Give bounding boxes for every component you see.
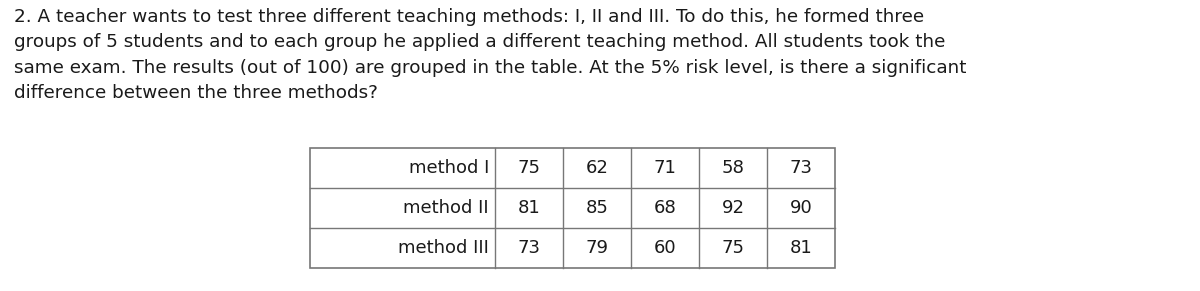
Text: 81: 81 [517, 199, 540, 217]
Text: 90: 90 [790, 199, 812, 217]
Text: 60: 60 [654, 239, 677, 257]
Text: 75: 75 [721, 239, 744, 257]
Text: method I: method I [409, 159, 490, 177]
Text: 71: 71 [654, 159, 677, 177]
Text: method III: method III [398, 239, 490, 257]
Text: 73: 73 [517, 239, 540, 257]
Text: 85: 85 [586, 199, 608, 217]
Text: 2. A teacher wants to test three different teaching methods: I, II and III. To d: 2. A teacher wants to test three differe… [14, 8, 966, 102]
Text: 75: 75 [517, 159, 540, 177]
Text: method II: method II [403, 199, 490, 217]
Bar [310, 148, 835, 268]
Text: 62: 62 [586, 159, 608, 177]
Text: 81: 81 [790, 239, 812, 257]
Text: 79: 79 [586, 239, 608, 257]
Text: 92: 92 [721, 199, 744, 217]
Text: 58: 58 [721, 159, 744, 177]
Text: 68: 68 [654, 199, 677, 217]
Text: 73: 73 [790, 159, 812, 177]
